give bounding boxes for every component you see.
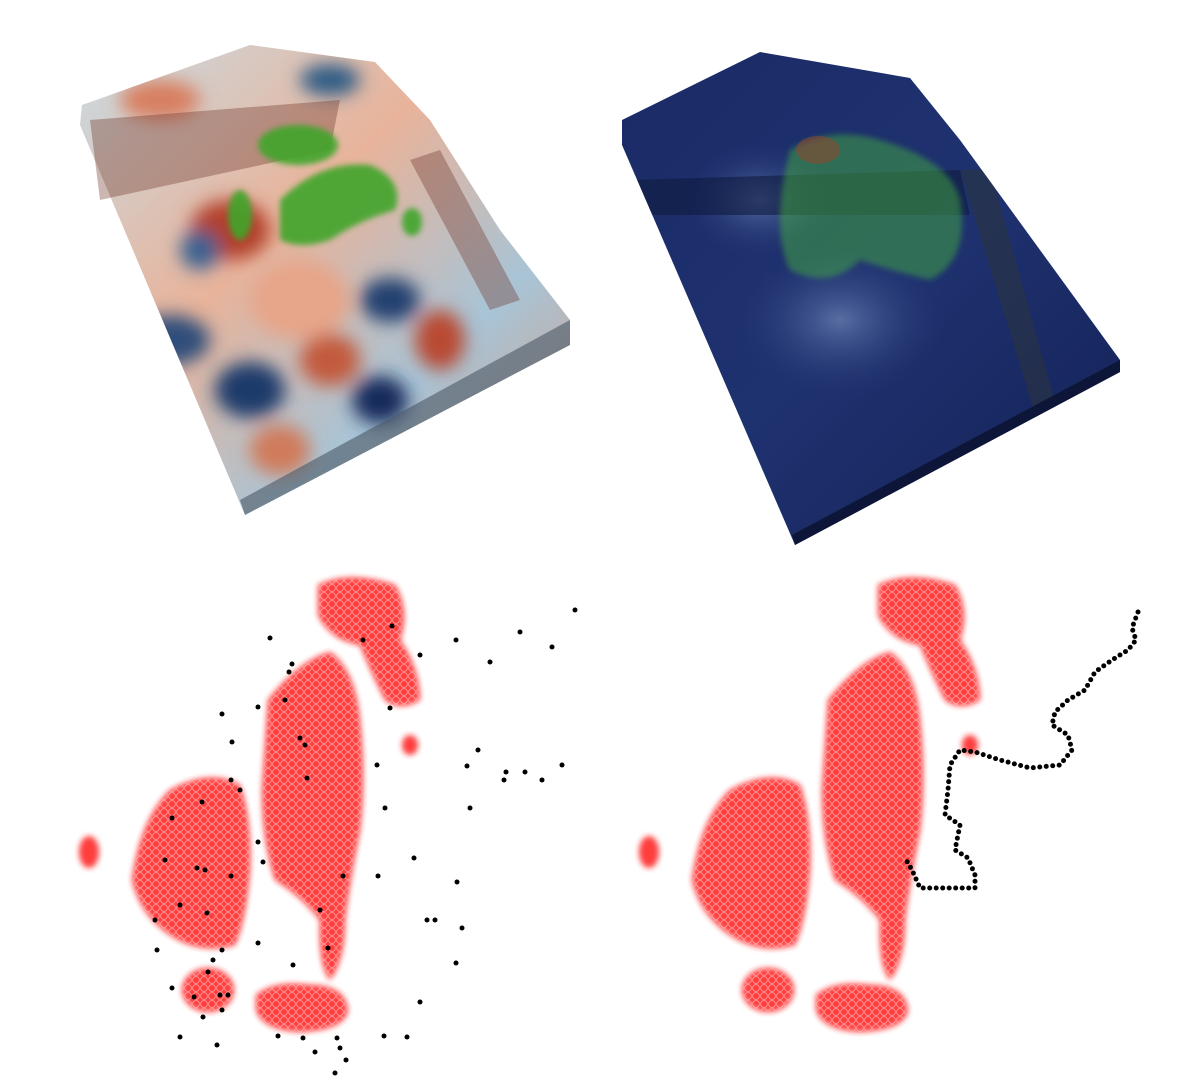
- shape: [376, 874, 381, 879]
- shape: [256, 840, 261, 845]
- volume-render-left: [80, 45, 570, 515]
- shape: [238, 788, 243, 793]
- shape: [454, 638, 459, 643]
- shape: [178, 903, 183, 908]
- shape: [283, 698, 288, 703]
- shape: [433, 918, 438, 923]
- shape: [163, 858, 168, 863]
- shape: [203, 868, 208, 873]
- shape: [502, 778, 507, 783]
- shape: [300, 334, 360, 386]
- shape: [256, 941, 261, 946]
- shape: [326, 946, 331, 951]
- shape: [226, 993, 231, 998]
- shape: [192, 995, 197, 1000]
- shape: [335, 1036, 340, 1041]
- shape: [518, 630, 523, 635]
- shape: [230, 740, 235, 745]
- shape: [205, 911, 210, 916]
- shape: [405, 1035, 410, 1040]
- shape: [465, 764, 470, 769]
- shape: [360, 278, 420, 322]
- shape: [220, 712, 225, 717]
- shape: [201, 1015, 206, 1020]
- shape: [130, 315, 210, 365]
- shape: [344, 1058, 349, 1063]
- shape: [258, 125, 338, 165]
- density-path-right: [639, 578, 1138, 1033]
- shape: [550, 645, 555, 650]
- shape: [573, 608, 578, 613]
- shape: [383, 806, 388, 811]
- shape: [415, 310, 465, 370]
- shape: [425, 918, 430, 923]
- shape: [418, 1000, 423, 1005]
- shape: [560, 763, 565, 768]
- shape: [220, 948, 225, 953]
- shape: [229, 874, 234, 879]
- page: (() => { const data = JSON.parse(documen…: [0, 0, 1180, 1080]
- shape: [155, 948, 160, 953]
- shape: [79, 578, 420, 1033]
- shape: [390, 624, 395, 629]
- shape: [303, 743, 308, 748]
- shape: [220, 1008, 225, 1013]
- shape: [375, 763, 380, 768]
- shape: [455, 880, 460, 885]
- shape: [468, 806, 473, 811]
- shape: [290, 662, 295, 667]
- shape: [229, 778, 234, 783]
- shape: [218, 993, 223, 998]
- shape: [170, 986, 175, 991]
- shape: [460, 926, 465, 931]
- figure: [0, 0, 1180, 1080]
- shape: [639, 578, 980, 1033]
- volume-render-right: [622, 52, 1120, 545]
- shape: [153, 918, 158, 923]
- shape: [195, 866, 200, 871]
- shape: [523, 770, 528, 775]
- shape: [418, 653, 423, 658]
- shape: [178, 1035, 183, 1040]
- shape: [228, 190, 252, 240]
- shape: [333, 1071, 338, 1076]
- shape: [200, 800, 205, 805]
- shape: [268, 636, 273, 641]
- shape: [476, 748, 481, 753]
- shape: [313, 1050, 318, 1055]
- shape: [454, 961, 459, 966]
- density-scatter-left: [79, 578, 578, 1076]
- shape: [382, 1034, 387, 1039]
- shape: [300, 64, 360, 96]
- shape: [488, 660, 493, 665]
- shape: [402, 208, 422, 236]
- shape: [301, 1036, 306, 1041]
- shape: [796, 136, 840, 164]
- shape: [361, 638, 366, 643]
- shape: [170, 816, 175, 821]
- shape: [180, 230, 220, 270]
- shape: [341, 874, 346, 879]
- shape: [540, 778, 545, 783]
- shape: [338, 1046, 343, 1051]
- shape: [250, 260, 350, 340]
- shape: [291, 963, 296, 968]
- shape: [318, 908, 323, 913]
- shape: [215, 1043, 220, 1048]
- shape: [504, 770, 509, 775]
- shape: [261, 860, 266, 865]
- shape: [206, 970, 211, 975]
- shape: [287, 670, 292, 675]
- shape: [256, 705, 261, 710]
- shape: [388, 706, 393, 711]
- shape: [298, 736, 303, 741]
- shape: [305, 776, 310, 781]
- shape: [412, 856, 417, 861]
- shape: [211, 958, 216, 963]
- shape: [215, 362, 285, 418]
- shape: [276, 1034, 281, 1039]
